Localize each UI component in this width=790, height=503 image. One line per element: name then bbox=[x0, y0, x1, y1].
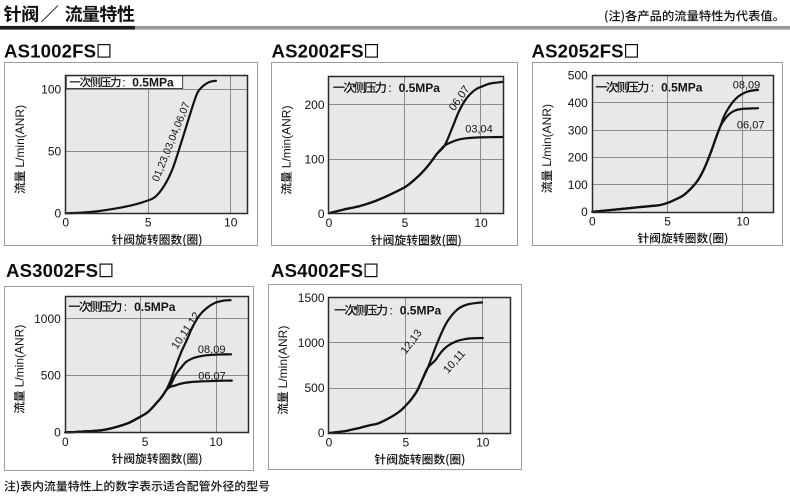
svg-text:06,07: 06,07 bbox=[737, 120, 765, 132]
svg-text:0: 0 bbox=[326, 435, 333, 449]
svg-text:AS4002FS: AS4002FS bbox=[271, 260, 363, 281]
svg-text::: : bbox=[124, 300, 127, 314]
svg-text:10: 10 bbox=[476, 435, 490, 449]
svg-text:200: 200 bbox=[304, 98, 324, 112]
svg-text:0: 0 bbox=[581, 205, 588, 219]
svg-text:1000: 1000 bbox=[298, 336, 325, 350]
svg-text:0: 0 bbox=[589, 214, 596, 228]
svg-text:400: 400 bbox=[568, 96, 588, 110]
svg-text:0: 0 bbox=[62, 435, 69, 449]
svg-text:AS2002FS: AS2002FS bbox=[272, 41, 364, 62]
svg-text:50: 50 bbox=[48, 145, 62, 159]
svg-text:500: 500 bbox=[41, 369, 61, 383]
svg-text:0.5MPa: 0.5MPa bbox=[400, 304, 442, 318]
svg-text:0.5MPa: 0.5MPa bbox=[399, 81, 441, 95]
svg-text:L/min(ANR): L/min(ANR) bbox=[280, 106, 294, 169]
svg-text:08,09: 08,09 bbox=[733, 80, 761, 92]
svg-text:06,07: 06,07 bbox=[198, 370, 226, 382]
svg-text:0: 0 bbox=[62, 216, 69, 230]
svg-text:L/min(ANR): L/min(ANR) bbox=[13, 105, 27, 168]
svg-text:AS1002FS: AS1002FS bbox=[4, 41, 96, 62]
svg-text:0.5MPa: 0.5MPa bbox=[661, 81, 703, 95]
svg-text::: : bbox=[122, 75, 125, 89]
svg-text:100: 100 bbox=[568, 178, 588, 192]
svg-text::: : bbox=[651, 81, 654, 95]
svg-text:10: 10 bbox=[224, 216, 238, 230]
svg-text:0: 0 bbox=[54, 426, 61, 440]
svg-text:200: 200 bbox=[568, 151, 588, 165]
svg-text:03,04: 03,04 bbox=[465, 124, 493, 136]
svg-text::: : bbox=[388, 81, 391, 95]
svg-text:0.5MPa: 0.5MPa bbox=[134, 300, 176, 314]
svg-text:08,09: 08,09 bbox=[198, 344, 226, 356]
svg-text:1000: 1000 bbox=[34, 312, 61, 326]
svg-text:500: 500 bbox=[568, 69, 588, 83]
svg-text:1500: 1500 bbox=[298, 291, 325, 305]
svg-text:AS3002FS: AS3002FS bbox=[6, 260, 98, 281]
svg-text:5: 5 bbox=[664, 214, 671, 228]
svg-text:0: 0 bbox=[318, 207, 325, 221]
svg-text::: : bbox=[390, 304, 393, 318]
svg-text:L/min(ANR): L/min(ANR) bbox=[540, 104, 554, 167]
svg-text:L/min(ANR): L/min(ANR) bbox=[276, 326, 290, 389]
svg-text:AS2052FS: AS2052FS bbox=[532, 41, 624, 62]
svg-text:10: 10 bbox=[209, 435, 223, 449]
svg-text:L/min(ANR): L/min(ANR) bbox=[13, 325, 27, 388]
svg-text:5: 5 bbox=[403, 435, 410, 449]
svg-text:10: 10 bbox=[474, 216, 488, 230]
svg-text:0: 0 bbox=[318, 426, 325, 440]
svg-text:100: 100 bbox=[41, 83, 61, 97]
svg-text:0: 0 bbox=[326, 216, 333, 230]
svg-text:10: 10 bbox=[736, 214, 750, 228]
svg-text:0.5MPa: 0.5MPa bbox=[132, 75, 174, 89]
svg-text:500: 500 bbox=[304, 381, 324, 395]
svg-text:5: 5 bbox=[402, 216, 409, 230]
svg-text:100: 100 bbox=[304, 153, 324, 167]
svg-text:5: 5 bbox=[142, 435, 149, 449]
svg-text:5: 5 bbox=[145, 216, 152, 230]
svg-text:300: 300 bbox=[568, 123, 588, 137]
svg-text:0: 0 bbox=[55, 207, 62, 221]
